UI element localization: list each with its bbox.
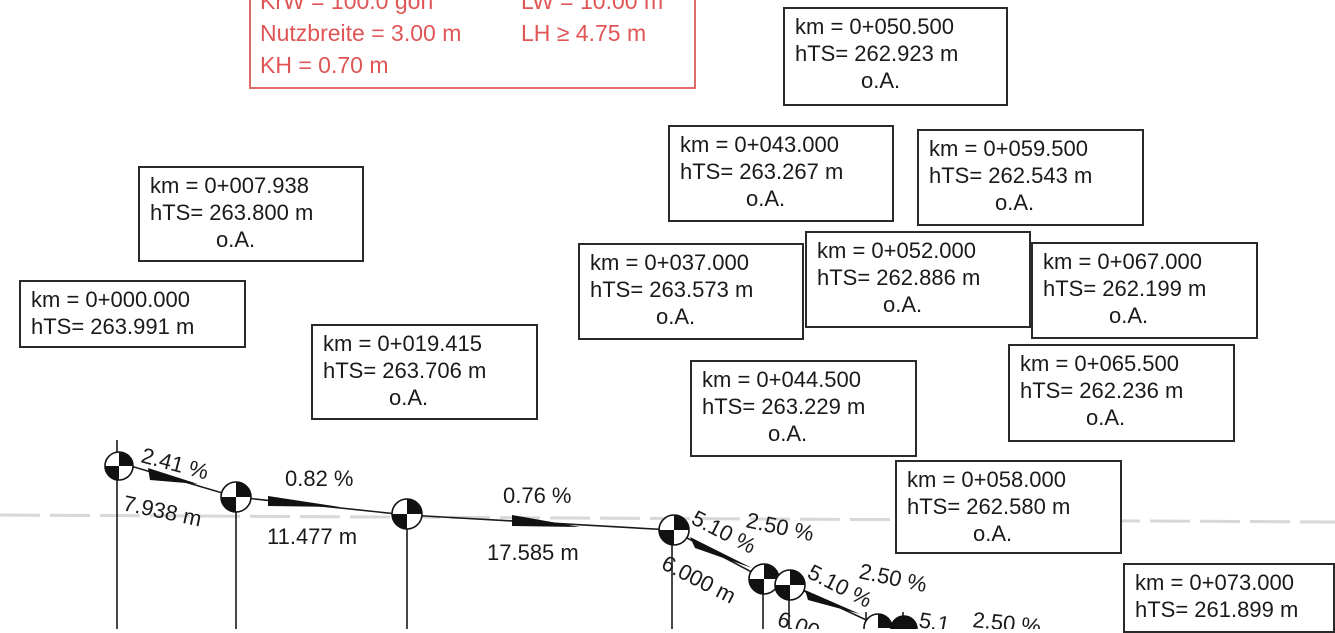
header-info-box: KrW = 100.0 gon LW = 10.00 m Nutzbreite … xyxy=(249,0,696,89)
header-line2-right: LH ≥ 4.75 m xyxy=(521,20,647,46)
station-box: km = 0+067.000 hTS= 262.199 m o.A. xyxy=(1031,242,1258,339)
slope-arrow xyxy=(268,496,340,507)
node-symbol xyxy=(104,451,134,481)
station-hts: hTS= 262.543 m xyxy=(929,163,1093,188)
station-box: km = 0+000.000 hTS= 263.991 m xyxy=(19,280,246,348)
length-label: 6.00 xyxy=(774,606,823,629)
slope-arrows xyxy=(148,468,860,614)
station-box: km = 0+059.500 hTS= 262.543 m o.A. xyxy=(917,129,1144,226)
station-box: km = 0+043.000 hTS= 263.267 m o.A. xyxy=(668,125,894,222)
slope-arrow xyxy=(805,590,860,614)
station-km: km = 0+050.500 xyxy=(795,14,955,39)
station-hts: hTS= 262.580 m xyxy=(907,494,1071,519)
station-oa: o.A. xyxy=(1086,405,1126,430)
slope-label: 2.50 % xyxy=(971,607,1042,629)
station-box: km = 0+058.000 hTS= 262.580 m o.A. xyxy=(895,460,1122,554)
header-line1-left: KrW = 100.0 gon xyxy=(260,0,434,14)
station-oa: o.A. xyxy=(861,68,901,93)
node-symbol xyxy=(391,498,423,530)
header-line1-right: LW = 10.00 m xyxy=(521,0,664,14)
station-km: km = 0+019.415 xyxy=(323,331,483,356)
slope-arrow xyxy=(512,515,580,527)
station-box: km = 0+007.938 hTS= 263.800 m o.A. xyxy=(138,166,364,262)
station-km: km = 0+052.000 xyxy=(817,238,977,263)
station-km: km = 0+037.000 xyxy=(590,250,750,275)
station-km: km = 0+043.000 xyxy=(680,132,840,157)
length-label: 7.938 m xyxy=(121,490,204,531)
station-oa: o.A. xyxy=(768,421,808,446)
station-km: km = 0+059.500 xyxy=(929,136,1089,161)
station-km: km = 0+058.000 xyxy=(907,467,1067,492)
station-km: km = 0+007.938 xyxy=(150,173,310,198)
station-oa: o.A. xyxy=(656,304,696,329)
station-hts: hTS= 263.991 m xyxy=(31,314,195,339)
station-box: km = 0+065.500 hTS= 262.236 m o.A. xyxy=(1008,344,1235,442)
station-hts: hTS= 263.267 m xyxy=(680,159,844,184)
node-symbol xyxy=(658,514,690,546)
station-box: km = 0+037.000 hTS= 263.573 m o.A. xyxy=(578,243,804,340)
slope-label: 5.1 xyxy=(917,607,951,629)
node-symbol xyxy=(220,481,252,513)
station-box: km = 0+019.415 hTS= 263.706 m o.A. xyxy=(311,324,538,420)
station-hts: hTS= 262.236 m xyxy=(1020,378,1184,403)
station-box: km = 0+073.000 hTS= 261.899 m xyxy=(1123,563,1335,633)
node-symbol xyxy=(774,569,806,601)
header-line2-left: Nutzbreite = 3.00 m xyxy=(260,20,462,46)
header-line3-left: KH = 0.70 m xyxy=(260,52,389,78)
station-box: km = 0+044.500 hTS= 263.229 m o.A. xyxy=(690,360,917,457)
slope-arrow xyxy=(690,537,752,568)
node-symbol xyxy=(863,613,893,629)
slope-label: 0.82 % xyxy=(285,466,354,491)
station-oa: o.A. xyxy=(883,292,923,317)
station-hts: hTS= 262.923 m xyxy=(795,41,959,66)
station-oa: o.A. xyxy=(995,190,1035,215)
station-oa: o.A. xyxy=(216,227,256,252)
station-box: km = 0+050.500 hTS= 262.923 m o.A. xyxy=(783,7,1008,106)
length-label: 11.477 m xyxy=(267,524,357,549)
station-hts: hTS= 262.199 m xyxy=(1043,276,1207,301)
station-hts: hTS= 263.573 m xyxy=(590,277,754,302)
station-nodes xyxy=(104,451,918,629)
station-km: km = 0+067.000 xyxy=(1043,249,1203,274)
node-symbol xyxy=(890,615,918,629)
station-km: km = 0+073.000 xyxy=(1135,570,1295,595)
station-hts: hTS= 262.886 m xyxy=(817,265,981,290)
station-box: km = 0+052.000 hTS= 262.886 m o.A. xyxy=(805,231,1031,328)
station-oa: o.A. xyxy=(746,186,786,211)
station-oa: o.A. xyxy=(389,385,429,410)
slope-arrow xyxy=(148,468,198,484)
station-hts: hTS= 263.229 m xyxy=(702,394,866,419)
station-hts: hTS= 263.800 m xyxy=(150,200,314,225)
station-oa: o.A. xyxy=(1109,303,1149,328)
node-symbol xyxy=(748,563,780,595)
station-km: km = 0+065.500 xyxy=(1020,351,1180,376)
station-hts: hTS= 263.706 m xyxy=(323,358,487,383)
station-oa: o.A. xyxy=(973,521,1013,546)
slope-label: 0.76 % xyxy=(503,483,572,508)
station-km: km = 0+000.000 xyxy=(31,287,191,312)
length-label: 17.585 m xyxy=(487,540,579,565)
station-km: km = 0+044.500 xyxy=(702,367,862,392)
station-hts: hTS= 261.899 m xyxy=(1135,597,1299,622)
